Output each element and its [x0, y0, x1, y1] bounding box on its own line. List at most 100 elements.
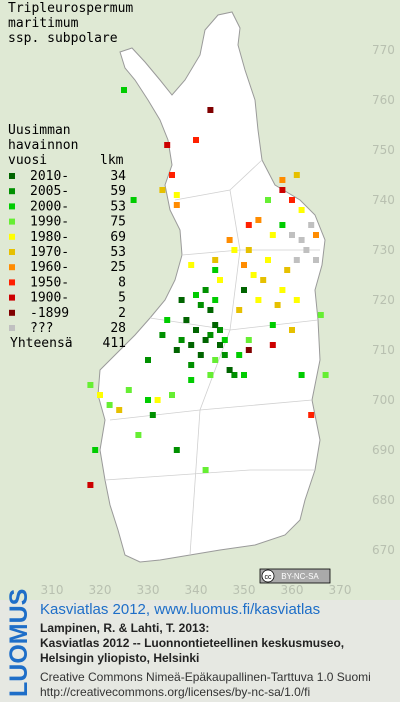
legend-swatch	[9, 279, 15, 286]
legend-label: 1960-	[30, 260, 69, 275]
record-square	[289, 197, 295, 203]
legend-count: 53	[110, 199, 126, 214]
y-tick-label: 770	[372, 43, 395, 57]
legend-heading: havainnon	[8, 138, 78, 153]
x-tick-label: 340	[185, 583, 208, 597]
record-square	[173, 447, 180, 453]
record-square	[250, 272, 257, 278]
record-square	[212, 357, 219, 363]
record-square	[293, 257, 300, 263]
legend-heading: Uusimman	[8, 123, 71, 138]
license-badge: cc BY-NC-SA	[259, 568, 331, 584]
record-square	[245, 222, 252, 228]
legend-label: 2000-	[30, 199, 69, 214]
record-square	[197, 352, 204, 358]
legend-swatch	[9, 264, 15, 271]
citation-line: Lampinen, R. & Lahti, T. 2013:	[40, 621, 209, 635]
record-square	[274, 302, 281, 308]
record-square	[145, 397, 151, 403]
record-square	[231, 372, 238, 378]
legend-count: 75	[110, 215, 126, 230]
title-line: maritimum	[8, 16, 79, 31]
badge-box	[259, 568, 331, 584]
record-square	[169, 172, 175, 178]
record-square	[193, 292, 199, 298]
record-square	[188, 362, 195, 368]
record-square	[217, 342, 223, 348]
record-square	[279, 222, 286, 228]
record-square	[221, 337, 228, 343]
record-square	[173, 347, 180, 353]
legend-count: 69	[110, 230, 126, 245]
legend-swatch	[9, 188, 15, 195]
record-square	[207, 372, 214, 378]
legend-heading: vuosi	[8, 153, 47, 168]
record-square	[217, 277, 223, 283]
record-square	[313, 257, 319, 263]
record-square	[87, 482, 94, 488]
record-square	[298, 207, 305, 213]
record-square	[159, 332, 166, 338]
legend-swatch	[9, 218, 15, 225]
legend-swatch	[9, 173, 15, 179]
record-square	[231, 247, 238, 253]
record-square	[178, 297, 185, 303]
record-square	[202, 337, 209, 343]
record-square	[159, 187, 166, 193]
record-square	[317, 312, 324, 318]
footer-link[interactable]: Kasviatlas 2012, www.luomus.fi/kasviatla…	[40, 601, 320, 618]
record-square	[202, 467, 209, 473]
record-square	[241, 262, 247, 268]
legend-swatch	[9, 233, 15, 240]
record-square	[207, 107, 214, 113]
x-tick-label: 320	[89, 583, 112, 597]
license-line[interactable]: http://creativecommons.org/licenses/by-n…	[40, 685, 310, 699]
record-square	[298, 237, 305, 243]
y-tick-label: 710	[372, 343, 395, 357]
legend-count: 34	[110, 169, 126, 184]
y-tick-label: 690	[372, 443, 395, 457]
record-square	[188, 377, 195, 383]
record-square	[202, 287, 209, 293]
record-square	[279, 287, 286, 293]
x-tick-label: 360	[281, 583, 304, 597]
luomus-logo: LUOMUS	[5, 589, 33, 697]
x-tick-label: 330	[137, 583, 160, 597]
citation-line: Kasviatlas 2012 -- Luonnontieteellinen k…	[40, 636, 344, 650]
legend-count: 59	[110, 184, 126, 199]
legend-count: 2	[118, 306, 126, 321]
x-tick-label: 310	[41, 583, 64, 597]
record-square	[293, 172, 300, 178]
y-tick-label: 740	[372, 193, 395, 207]
record-square	[241, 287, 247, 293]
legend-count: 53	[110, 245, 126, 260]
license-line: Creative Commons Nimeä-Epäkaupallinen-Ta…	[40, 670, 371, 684]
x-tick-label: 350	[233, 583, 256, 597]
record-square	[154, 397, 161, 403]
record-square	[245, 247, 252, 253]
record-square	[212, 257, 219, 263]
legend-count-heading: lkm	[100, 153, 124, 168]
record-square	[289, 232, 295, 238]
footer-background	[0, 600, 400, 702]
legend-label: ???	[30, 321, 53, 336]
record-square	[260, 277, 267, 283]
record-square	[197, 302, 204, 308]
record-square	[116, 407, 123, 413]
record-square	[269, 232, 276, 238]
legend-swatch	[9, 203, 15, 210]
record-square	[245, 337, 252, 343]
record-square	[303, 247, 310, 253]
record-square	[217, 327, 223, 333]
legend-count: 5	[118, 291, 126, 306]
record-square	[207, 332, 214, 338]
record-square	[169, 392, 175, 398]
legend-label: -1899	[30, 306, 69, 321]
y-tick-label: 670	[372, 543, 395, 557]
record-square	[183, 317, 190, 323]
record-square	[322, 372, 329, 378]
record-square	[221, 352, 228, 358]
record-square	[193, 327, 199, 333]
y-tick-label: 720	[372, 293, 395, 307]
legend-count: 28	[110, 321, 126, 336]
